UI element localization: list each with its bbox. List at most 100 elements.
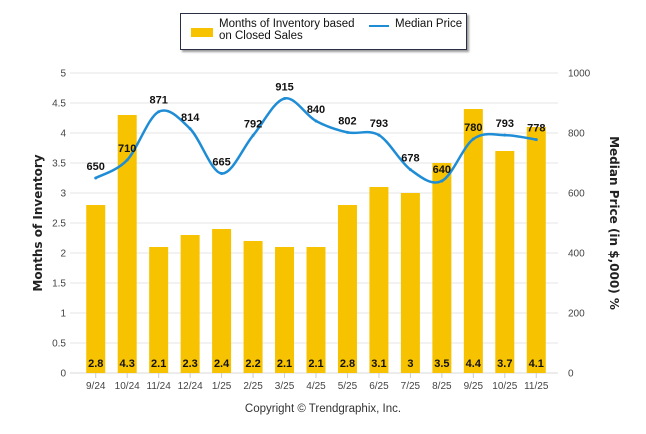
y-tick-label: 3 (60, 189, 66, 200)
bar (432, 163, 452, 373)
x-tick-label: 9/25 (464, 381, 484, 392)
line-value-label: 640 (433, 164, 451, 176)
y-axis-right-title: Median Price (in $,000) % (607, 136, 621, 310)
y-tick-label: 0.5 (52, 339, 66, 350)
line-point (377, 133, 381, 137)
bar (275, 247, 295, 373)
bar (86, 205, 106, 373)
bar (149, 247, 169, 373)
line-value-label: 793 (496, 118, 514, 130)
line-value-label: 665 (212, 157, 230, 169)
bar (369, 187, 389, 373)
bar (180, 235, 200, 373)
x-tick-label: 10/25 (492, 381, 517, 392)
y-tick-label: 5 (60, 69, 66, 80)
line-point (157, 110, 161, 114)
legend-bar-label-line1: Months of Inventory based (219, 18, 355, 30)
line-value-label: 871 (149, 95, 167, 107)
line-value-label: 678 (401, 153, 419, 165)
y-tick-label: 2.5 (52, 219, 66, 230)
bar (306, 247, 326, 373)
y-tick-label: 1.5 (52, 279, 66, 290)
line-point (345, 130, 349, 134)
x-tick-label: 3/25 (275, 381, 295, 392)
legend-bar-label-line2: on Closed Sales (219, 30, 303, 42)
bar-value-label: 3.1 (371, 358, 386, 370)
line-value-label: 650 (87, 161, 105, 173)
y-tick-label: 2 (60, 249, 66, 260)
bar-value-label: 4.1 (529, 358, 544, 370)
bar-value-label: 2.8 (88, 358, 103, 370)
legend-bar-label: Months of Inventory based on Closed Sale… (219, 18, 359, 42)
line-point (314, 119, 318, 123)
legend-line-label: Median Price (395, 18, 463, 30)
line-value-label: 778 (527, 123, 545, 135)
y-tick-label: 0 (60, 369, 66, 380)
y-tick-label: 1 (60, 309, 66, 320)
line-value-label: 802 (338, 115, 356, 127)
bar-value-label: 2.3 (182, 358, 197, 370)
bar (117, 115, 137, 373)
line-value-label: 792 (244, 118, 262, 130)
y-tick-label: 4.5 (52, 99, 66, 110)
x-tick-label: 10/24 (115, 381, 140, 392)
y-right-tick-label: 1000 (568, 69, 591, 80)
bar-value-label: 2.1 (277, 358, 292, 370)
y-axis-title: Months of Inventory (31, 154, 45, 291)
x-tick-label: 11/25 (524, 381, 549, 392)
y-right-tick-label: 600 (568, 189, 585, 200)
line-point (471, 137, 475, 141)
line-point (534, 138, 538, 142)
bar (212, 229, 232, 373)
line-point (220, 172, 224, 175)
bar-value-label: 2.1 (308, 358, 323, 370)
y-right-tick-label: 200 (568, 309, 585, 320)
copyright: Copyright © Trendgraphix, Inc. (244, 403, 402, 415)
bar-value-label: 2.2 (245, 358, 260, 370)
x-tick-label: 12/24 (178, 381, 203, 392)
bar (495, 151, 515, 373)
line-value-label: 793 (370, 118, 388, 130)
x-tick-label: 2/25 (243, 381, 263, 392)
y-right-tick-label: 400 (568, 249, 585, 260)
line-point (503, 133, 507, 137)
y-right-tick-label: 800 (568, 129, 585, 140)
line-point (440, 179, 444, 183)
bar (526, 127, 546, 373)
bar-value-label: 3 (407, 358, 413, 370)
y-tick-label: 3.5 (52, 159, 66, 170)
x-tick-label: 1/25 (212, 381, 232, 392)
bar-value-label: 3.5 (434, 358, 449, 370)
line-point (188, 127, 192, 131)
bar (337, 205, 357, 373)
x-tick-label: 7/25 (401, 381, 421, 392)
x-tick-label: 4/25 (306, 381, 326, 392)
bar-value-label: 2.1 (151, 358, 166, 370)
line-point (283, 97, 287, 100)
x-tick-label: 11/24 (147, 381, 172, 392)
line-value-label: 780 (464, 122, 482, 134)
bar (400, 193, 420, 373)
line-point (94, 176, 98, 180)
bar-value-label: 2.8 (340, 358, 355, 370)
legend: Months of Inventory based on Closed Sale… (180, 13, 467, 50)
bar-value-label: 3.7 (497, 358, 512, 370)
x-tick-label: 8/25 (432, 381, 452, 392)
line-value-label: 814 (181, 112, 200, 124)
line-point (125, 158, 129, 162)
x-tick-label: 9/24 (86, 381, 106, 392)
y-right-tick-label: 0 (568, 369, 574, 380)
line-value-label: 915 (275, 82, 293, 94)
line-value-label: 710 (118, 143, 136, 155)
bar-value-label: 4.4 (466, 358, 482, 370)
x-tick-label: 6/25 (369, 381, 389, 392)
bar (463, 109, 483, 373)
line-point (251, 133, 255, 137)
legend-line-swatch (369, 25, 389, 27)
bar-value-label: 4.3 (120, 358, 135, 370)
line-point (408, 168, 412, 172)
y-tick-label: 4 (60, 129, 66, 140)
bar-value-label: 2.4 (214, 358, 230, 370)
